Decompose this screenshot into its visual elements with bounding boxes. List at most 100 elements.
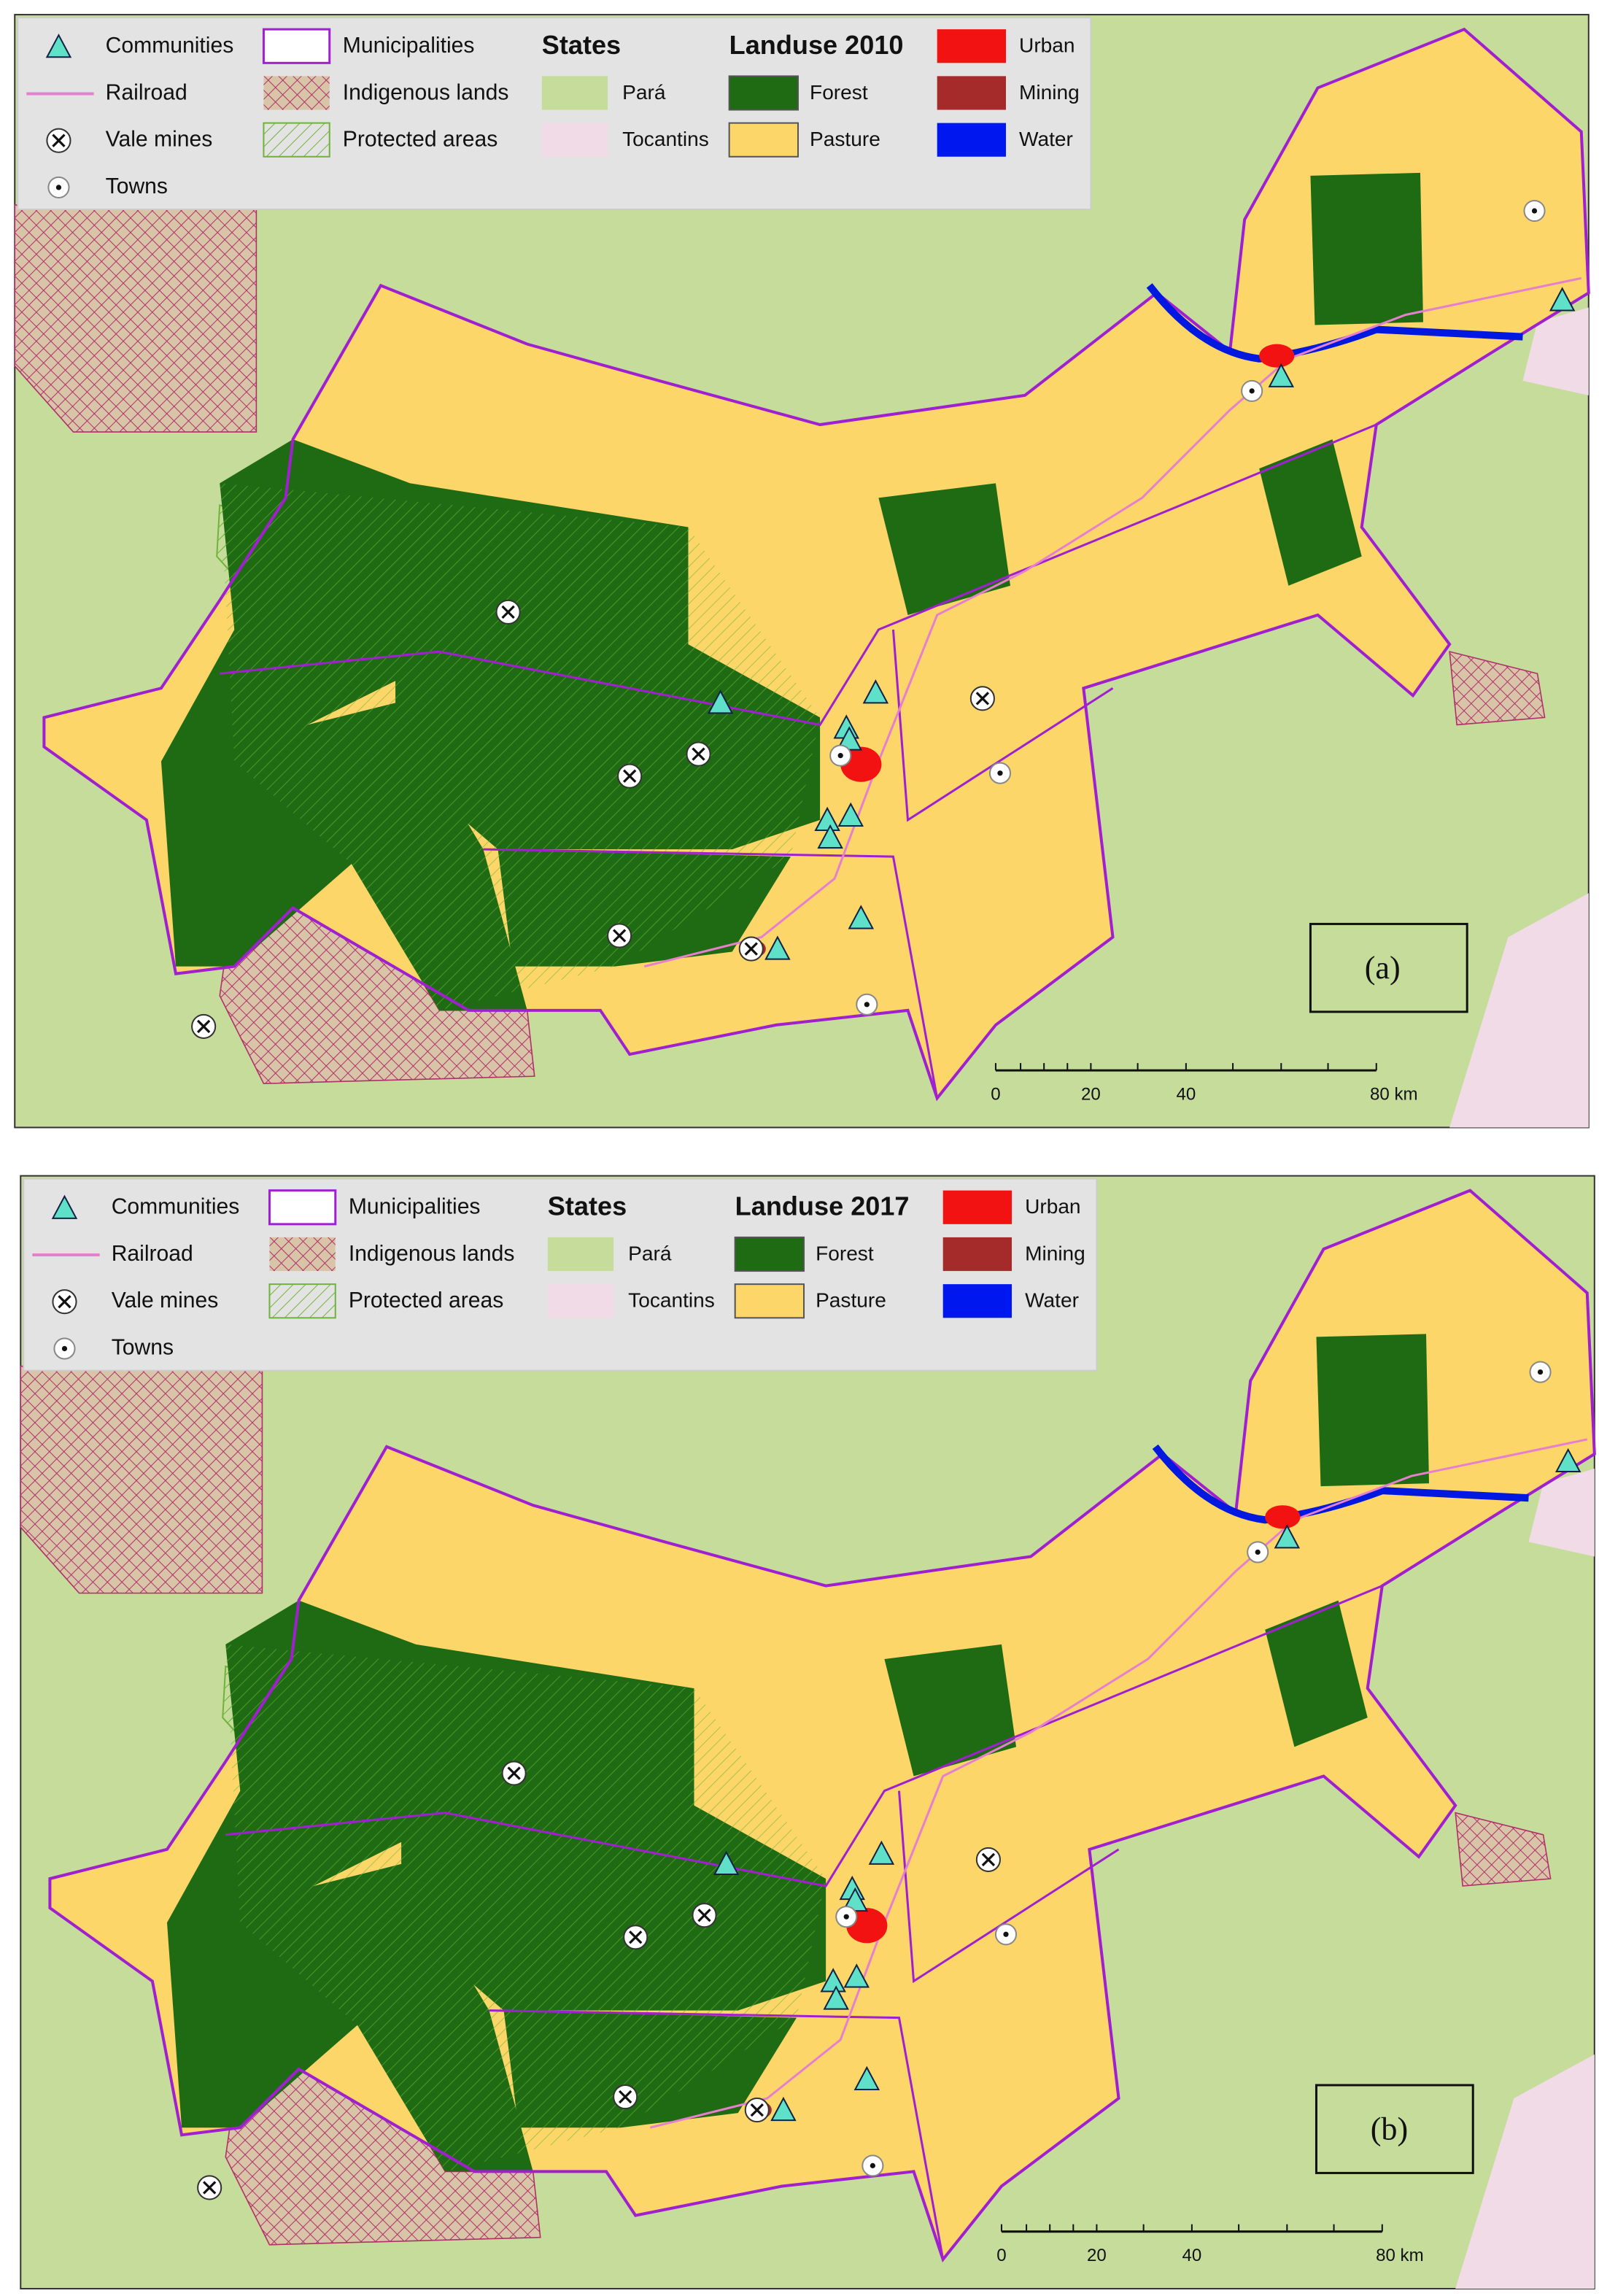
mine-marker bbox=[744, 942, 758, 956]
town-marker bbox=[61, 1345, 68, 1352]
legend-label: Railroad bbox=[112, 1242, 193, 1266]
community-marker bbox=[45, 34, 72, 58]
community-marker bbox=[764, 935, 791, 960]
mine-marker bbox=[623, 769, 637, 783]
legend-swatch bbox=[262, 28, 331, 64]
legend-label: Municipalities bbox=[343, 34, 475, 58]
legend-swatch bbox=[547, 1237, 614, 1272]
map-panel: Communities Railroad Vale mines Towns Munici… bbox=[20, 1175, 1596, 2289]
municipality-boundary bbox=[42, 27, 1590, 1102]
indigenous-land bbox=[20, 1365, 263, 1594]
legend-label: Landuse 2017 bbox=[735, 1191, 910, 1221]
mine-marker bbox=[750, 2103, 764, 2117]
mine-marker bbox=[203, 2181, 217, 2195]
legend-swatch bbox=[269, 1237, 336, 1272]
mine-marker bbox=[629, 1930, 643, 1944]
legend-swatch bbox=[734, 1236, 805, 1272]
legend-swatch bbox=[547, 1284, 614, 1318]
community-marker bbox=[862, 679, 889, 704]
legend-swatch bbox=[942, 1284, 1013, 1318]
legend-label: Indigenous lands bbox=[343, 80, 509, 104]
legend-swatch bbox=[937, 29, 1006, 63]
legend-label: Forest bbox=[810, 81, 868, 104]
community-marker bbox=[707, 689, 734, 714]
legend-swatch bbox=[268, 1189, 337, 1226]
town-marker bbox=[1255, 1549, 1261, 1555]
town-marker bbox=[997, 770, 1003, 776]
town-marker bbox=[1003, 1931, 1009, 1937]
forest-area bbox=[1316, 1334, 1430, 1487]
community-marker bbox=[713, 1850, 740, 1875]
legend-label: Mining bbox=[1019, 81, 1080, 104]
legend-swatch bbox=[942, 1237, 1013, 1272]
community-marker bbox=[1274, 1524, 1301, 1549]
legend-label: Urban bbox=[1019, 34, 1075, 57]
community-marker bbox=[848, 905, 875, 929]
community-marker bbox=[1268, 363, 1295, 387]
legend-label: States bbox=[542, 30, 621, 60]
legend-label: Municipalities bbox=[349, 1195, 481, 1219]
mine-marker bbox=[196, 1019, 211, 1034]
legend-label: States bbox=[548, 1191, 627, 1221]
forest-area bbox=[1259, 439, 1362, 586]
town-marker bbox=[1537, 1369, 1544, 1375]
mine-marker bbox=[52, 134, 66, 147]
municipality-boundary bbox=[48, 1188, 1596, 2262]
mine-marker bbox=[697, 1909, 711, 1922]
legend-label: Indigenous lands bbox=[349, 1242, 515, 1266]
community-marker bbox=[1555, 1447, 1581, 1473]
town-marker bbox=[55, 185, 62, 190]
forest-area bbox=[878, 483, 1011, 615]
community-marker bbox=[770, 2096, 797, 2122]
scale-label: 20 bbox=[1087, 2246, 1107, 2265]
legend-label: Railroad bbox=[106, 80, 187, 104]
legend-swatch bbox=[937, 123, 1006, 157]
map-panel: Communities Railroad Vale mines Towns Munici… bbox=[14, 14, 1590, 1129]
panel-label: (a) bbox=[1365, 950, 1401, 986]
scale-label: 40 bbox=[1182, 2246, 1201, 2265]
legend-swatch bbox=[268, 1283, 336, 1319]
legend-label: Pasture bbox=[810, 128, 880, 150]
legend-label: Tocantins bbox=[622, 128, 709, 150]
municipality-boundary bbox=[489, 2009, 945, 2260]
panel-label-box bbox=[1315, 2084, 1474, 2174]
community-marker bbox=[853, 2065, 880, 2091]
community-marker bbox=[817, 824, 843, 849]
legend-swatch bbox=[263, 122, 330, 158]
legend-swatch bbox=[728, 122, 799, 158]
scale-label: 80 km bbox=[1370, 1085, 1418, 1105]
municipality-boundary bbox=[483, 848, 939, 1099]
indigenous-land bbox=[14, 204, 258, 433]
urban-area bbox=[1259, 344, 1295, 368]
legend-swatch bbox=[937, 76, 1006, 110]
mine-marker bbox=[981, 1852, 996, 1867]
community-marker bbox=[1549, 287, 1576, 312]
legend-swatch bbox=[734, 1283, 805, 1319]
tocantins-state bbox=[1522, 307, 1589, 395]
forest-area bbox=[1310, 172, 1423, 325]
legend-label: Communities bbox=[112, 1195, 240, 1219]
town-marker bbox=[843, 1914, 849, 1920]
legend-label: Tocantins bbox=[628, 1289, 715, 1312]
legend-label: Pará bbox=[628, 1242, 672, 1264]
indigenous-land bbox=[1455, 1812, 1552, 1887]
municipality-boundary bbox=[891, 629, 1114, 822]
town-marker bbox=[870, 2162, 875, 2168]
legend-label: Pasture bbox=[816, 1289, 886, 1312]
scale-label: 40 bbox=[1176, 1085, 1196, 1105]
legend-label: Mining bbox=[1025, 1242, 1085, 1264]
scale-label: 0 bbox=[991, 1085, 1000, 1105]
panel-label: (b) bbox=[1371, 2111, 1408, 2146]
scale-label: 20 bbox=[1081, 1085, 1101, 1105]
legend-label: Pará bbox=[622, 81, 666, 104]
legend-label: Urban bbox=[1025, 1195, 1080, 1218]
legend-label: Vale mines bbox=[112, 1288, 219, 1313]
town-marker bbox=[864, 1002, 870, 1008]
legend-swatch bbox=[541, 123, 608, 157]
tocantins-state bbox=[1528, 1469, 1595, 1557]
community-marker bbox=[843, 1963, 870, 1988]
town-marker bbox=[1531, 208, 1538, 214]
community-marker bbox=[51, 1194, 78, 1219]
protected-area bbox=[225, 1644, 826, 2172]
